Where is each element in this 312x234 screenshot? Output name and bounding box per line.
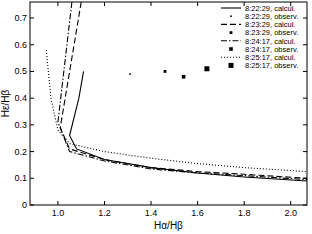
obs-point <box>129 73 131 75</box>
x-tick <box>104 201 105 205</box>
y-tick <box>303 44 307 45</box>
chart: 1.0 1.2 1.4 1.6 1.8 2.0 0 0.1 0.2 0.3 0.4 0.5 0.6 0.7… <box>0 0 312 234</box>
y-tick <box>30 98 34 99</box>
legend-swatch <box>229 63 234 68</box>
x-tick-label: 2.0 <box>284 208 297 218</box>
y-tick <box>303 18 307 19</box>
y-tick <box>303 98 307 99</box>
obs-point <box>164 70 167 73</box>
y-tick-label: 0.1 <box>14 173 27 183</box>
x-tick <box>197 2 198 6</box>
x-tick <box>244 201 245 205</box>
legend-swatch <box>229 47 233 51</box>
legend: 8:22:29, calcul.8:22:29, observ.8:23:29,… <box>221 4 298 70</box>
legend-label: 8:25:17, observ. <box>245 61 298 70</box>
y-tick <box>303 151 307 152</box>
y-tick-label: 0.5 <box>14 66 27 76</box>
x-tick <box>151 2 152 6</box>
y-tick <box>30 71 34 72</box>
x-tick-label: 1.6 <box>191 208 204 218</box>
y-tick <box>30 44 34 45</box>
y-tick-label: 0.3 <box>14 120 27 130</box>
plot-frame <box>30 2 307 205</box>
x-tick <box>104 2 105 6</box>
y-axis-label: Hε/Hβ <box>0 90 11 118</box>
obs-point <box>204 66 209 71</box>
x-tick <box>57 201 58 205</box>
legend-swatch <box>221 24 241 25</box>
y-tick <box>303 71 307 72</box>
calc-line <box>58 2 307 180</box>
calc-line <box>46 50 307 172</box>
legend-swatch <box>230 31 233 34</box>
y-tick-label: 0.7 <box>14 13 27 23</box>
y-tick <box>30 18 34 19</box>
y-tick-label: 0.6 <box>14 40 27 50</box>
plot-marks <box>46 2 307 181</box>
x-tick-label: 1.2 <box>98 208 111 218</box>
calc-line <box>70 71 307 181</box>
calc-line <box>60 2 307 178</box>
y-tick-label: 0 <box>22 200 27 210</box>
legend-swatch <box>221 57 241 58</box>
legend-swatch <box>221 40 241 41</box>
legend-swatch <box>230 15 232 17</box>
legend-swatch <box>221 7 241 8</box>
x-tick-label: 1.4 <box>145 208 158 218</box>
y-tick <box>30 151 34 152</box>
y-tick-label: 0.2 <box>14 147 27 157</box>
y-tick <box>303 124 307 125</box>
x-tick-label: 1.8 <box>238 208 251 218</box>
x-axis-label: Hα/Hβ <box>154 220 183 231</box>
y-tick <box>30 178 34 179</box>
x-tick <box>290 201 291 205</box>
y-tick-label: 0.4 <box>14 93 27 103</box>
x-tick-label: 1.0 <box>52 208 65 218</box>
x-tick <box>57 2 58 6</box>
x-tick <box>197 201 198 205</box>
obs-point <box>182 75 186 79</box>
y-tick <box>30 124 34 125</box>
x-tick <box>151 201 152 205</box>
